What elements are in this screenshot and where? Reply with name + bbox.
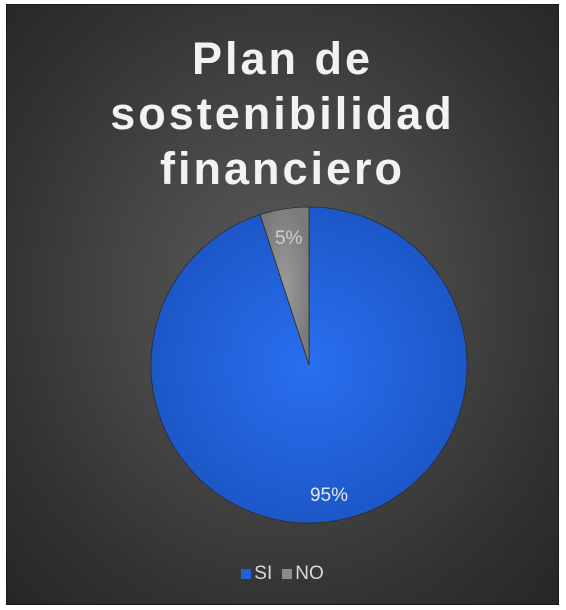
legend-item-si: SI — [241, 563, 272, 585]
legend-swatch-no — [282, 569, 293, 579]
legend-label-no: NO — [295, 563, 324, 584]
legend-item-no: NO — [282, 563, 324, 585]
legend-swatch-si — [241, 569, 252, 579]
chart-area: Plan de sostenibilidad financiero 95% 5% … — [6, 4, 559, 605]
chart-title: Plan de sostenibilidad financiero — [110, 33, 455, 194]
data-label-si: 95% — [310, 485, 348, 506]
pie-slice-no — [259, 206, 310, 366]
legend-label-si: SI — [254, 563, 273, 584]
legend: SI NO — [7, 563, 558, 585]
data-label-no: 5% — [275, 228, 303, 249]
pie-chart: 95% 5% — [150, 206, 468, 524]
